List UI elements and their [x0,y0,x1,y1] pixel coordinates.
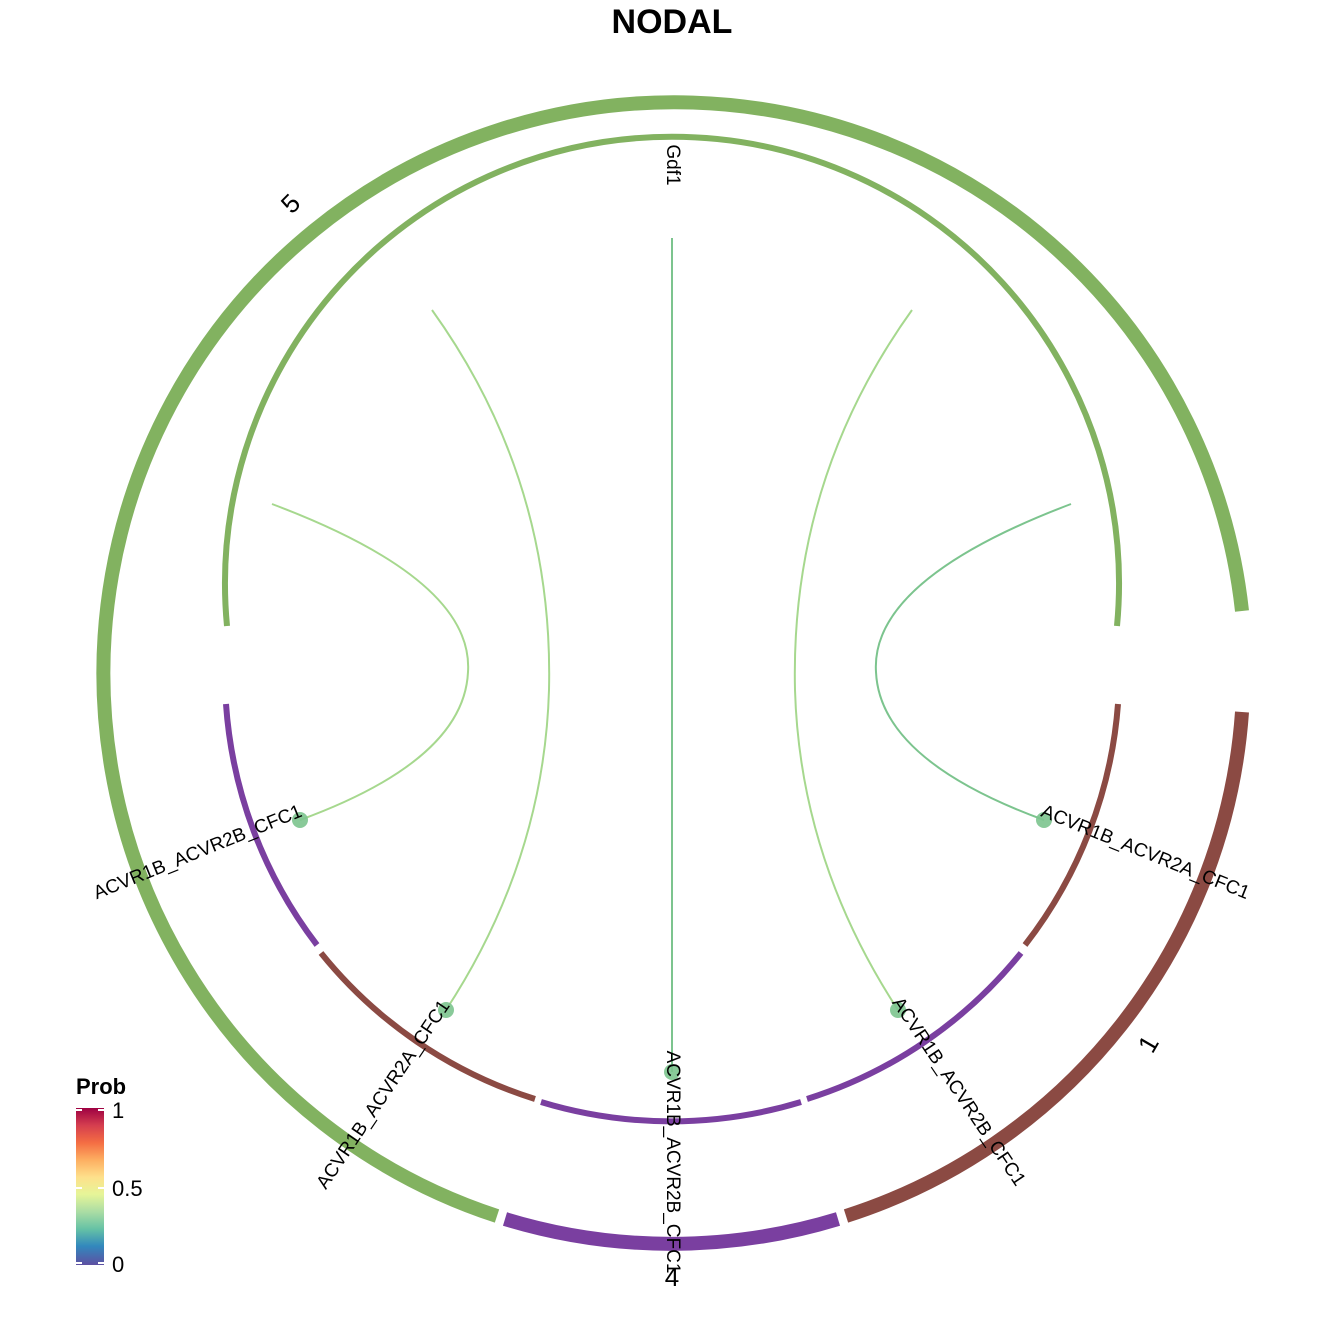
sector-arc-gdf1 [222,133,1122,627]
group-label-4: 4 [665,1262,679,1292]
legend-colorbar [76,1108,104,1265]
legend-title: Prob [76,1074,126,1099]
legend-tick-0-5: 0.5 [112,1176,143,1201]
link-gdf1-rec-d [793,309,913,1011]
sector-arc-rec-d [806,951,1024,1102]
group-arc-4 [502,1212,841,1251]
prob-legend: Prob 1 0.5 0 [76,1074,143,1277]
group-arc-5 [96,95,1249,1223]
link-gdf1-rec-a [874,503,1072,821]
link-gdf1-rec-c [431,309,551,1011]
sector-arc-rec-e [223,703,320,947]
link-end-rec-c [438,1002,454,1018]
legend-tick-0: 0 [112,1252,124,1277]
link-end-rec-d [890,1002,906,1018]
group-label-5: 5 [275,188,306,219]
sector-arc-rec-c [318,951,536,1102]
legend-tick-1: 1 [112,1098,124,1123]
sector-label-rec-b: ACVR1B_ACVR2B_CFC1 [662,1051,683,1274]
chart-title: NODAL [612,3,733,41]
link-end-rec-e [292,812,308,828]
sector-arc-rec-b [540,1099,802,1125]
group-arc-1 [843,711,1249,1223]
link-end-rec-a [1036,812,1052,828]
sector-arc-rec-a [1022,703,1121,947]
sector-label-gdf1: Gdf1 [662,144,683,185]
link-end-rec-b [664,1064,680,1080]
group-label-1: 1 [1132,1030,1165,1058]
link-gdf1-rec-e [271,503,470,821]
